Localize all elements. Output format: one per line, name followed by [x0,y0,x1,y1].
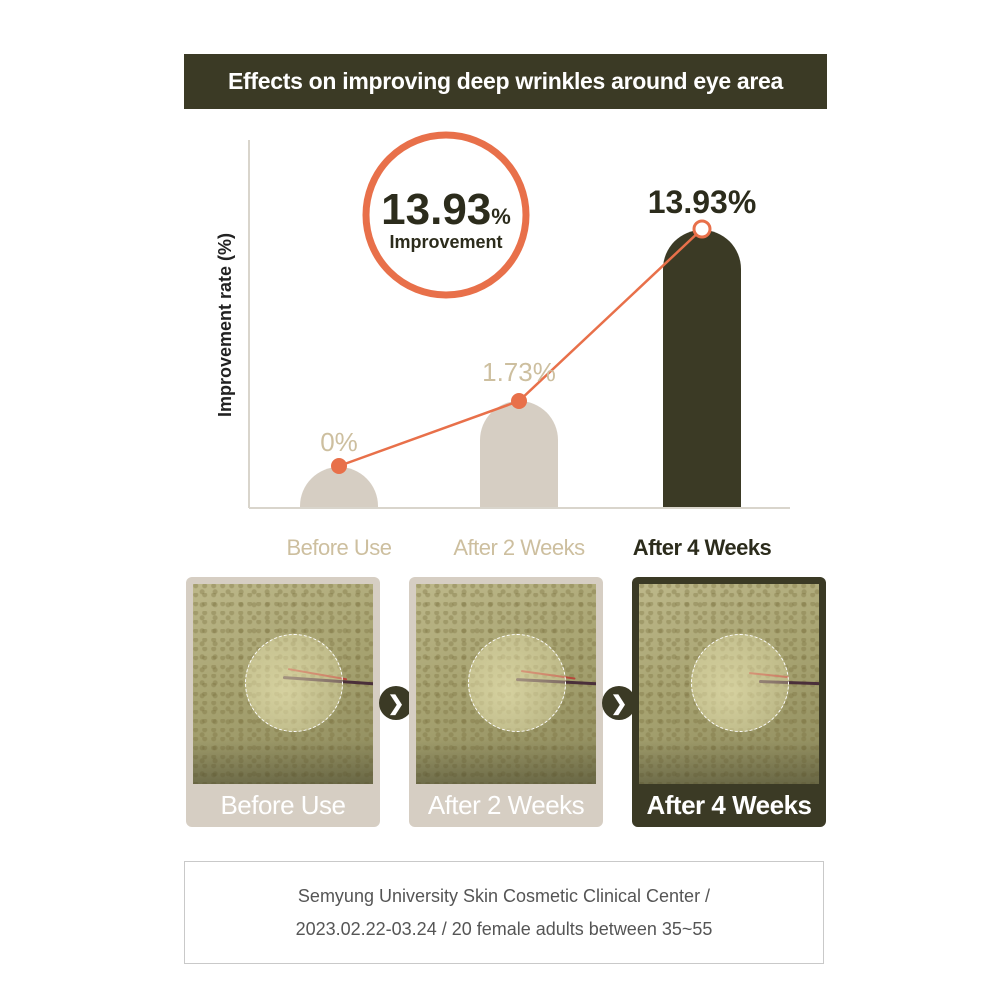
badge-value: 13.93 [381,185,491,234]
y-axis-label: Improvement rate (%) [215,233,235,417]
next-arrow-icon: ❯ [379,686,413,720]
photo-label-after-4-weeks: After 4 Weeks [646,790,813,820]
next-arrow-icon: ❯ [602,686,636,720]
bars-group [300,230,741,507]
x-tick-label-2: After 4 Weeks [633,535,772,560]
source-note-box: Semyung University Skin Cosmetic Clinica… [184,861,824,964]
improvement-badge: 13.93% Improvement [362,131,530,299]
zoom-circle [468,634,566,732]
value-label-0: 0% [320,427,358,457]
x-tick-label-0: Before Use [286,535,391,560]
photo-card-before-use: Before Use [186,577,380,827]
skin-photo-after-2-weeks [416,584,596,784]
trend-line-group [331,219,712,474]
badge-label: Improvement [389,232,502,252]
trend-point-1 [511,393,527,409]
badge-unit: % [491,204,511,229]
trend-point-2 [692,219,712,239]
chart-title-bar: Effects on improving deep wrinkles aroun… [184,54,827,109]
bar-1 [480,401,558,507]
bar-chart: Improvement rate (%) 13.93% Improvement … [215,131,790,560]
value-labels-group: 0% 1.73% 13.93% [320,184,756,457]
badge-value-text: 13.93% [381,185,511,234]
zoom-circle [245,634,343,732]
photo-label-before-use: Before Use [220,790,346,820]
chart-title: Effects on improving deep wrinkles aroun… [227,68,784,94]
photo-label-after-2-weeks: After 2 Weeks [427,790,585,820]
zoom-circle [691,634,789,732]
photo-card-after-2-weeks: After 2 Weeks [409,577,603,827]
skin-photo-after-4-weeks [639,584,819,784]
x-tick-label-1: After 2 Weeks [453,535,585,560]
photo-card-after-4-weeks: After 4 Weeks [632,577,826,827]
bar-0 [300,467,378,507]
value-label-1: 1.73% [482,357,556,387]
bar-2 [663,230,741,507]
value-label-2: 13.93% [648,184,757,220]
source-line-2: 2023.02.22-03.24 / 20 female adults betw… [295,918,713,939]
skin-photo-before-use [193,584,373,784]
badge-ring [362,131,530,299]
x-tick-labels-group: Before Use After 2 Weeks After 4 Weeks [286,535,772,560]
trend-point-0 [331,458,347,474]
source-line-1: Semyung University Skin Cosmetic Clinica… [297,885,711,906]
